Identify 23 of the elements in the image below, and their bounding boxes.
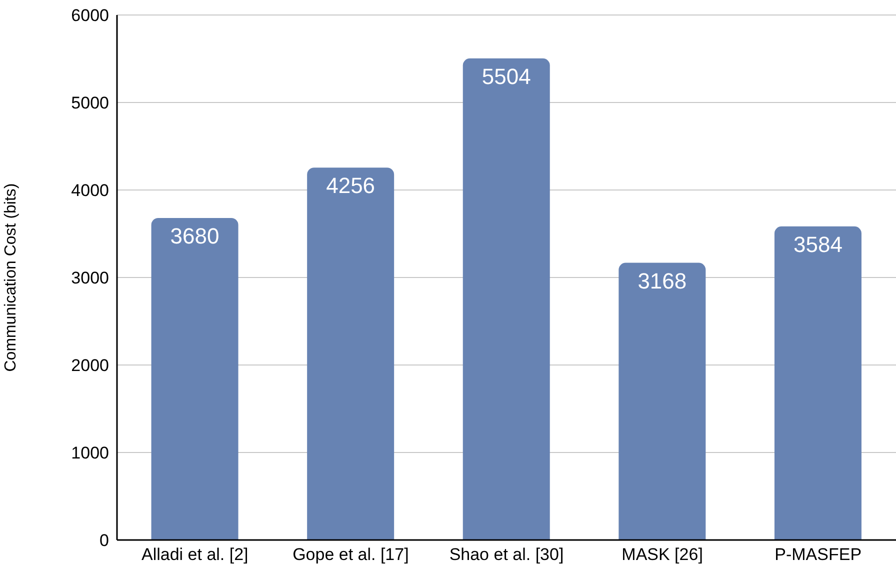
y-tick-label: 0 [100, 531, 109, 550]
y-tick-label: 1000 [71, 444, 109, 463]
y-tick-label: 5000 [71, 94, 109, 113]
data-label: 3168 [638, 268, 687, 294]
y-tick-label: 2000 [71, 356, 109, 376]
x-tick-label: Gope et al. [17] [292, 545, 409, 564]
x-tick-label: Alladi et al. [2] [142, 545, 248, 564]
x-tick-label: Shao et al. [30] [449, 545, 564, 564]
x-tick-label: P-MASFEP [774, 545, 862, 564]
data-label: 4256 [326, 173, 376, 198]
bar [151, 218, 238, 540]
data-label: 3680 [170, 224, 220, 249]
bar [618, 262, 706, 540]
bar [462, 58, 550, 540]
y-axis-title: Communication Cost (bits) [2, 183, 20, 372]
x-tick-label: MASK [26] [622, 545, 703, 564]
bar [774, 226, 862, 540]
y-tick-label: 6000 [71, 6, 109, 26]
y-tick-label: 3000 [71, 268, 109, 288]
bar [307, 168, 394, 540]
y-tick-label: 4000 [71, 181, 109, 200]
data-label: 5504 [482, 64, 531, 90]
data-label: 3584 [794, 232, 842, 258]
